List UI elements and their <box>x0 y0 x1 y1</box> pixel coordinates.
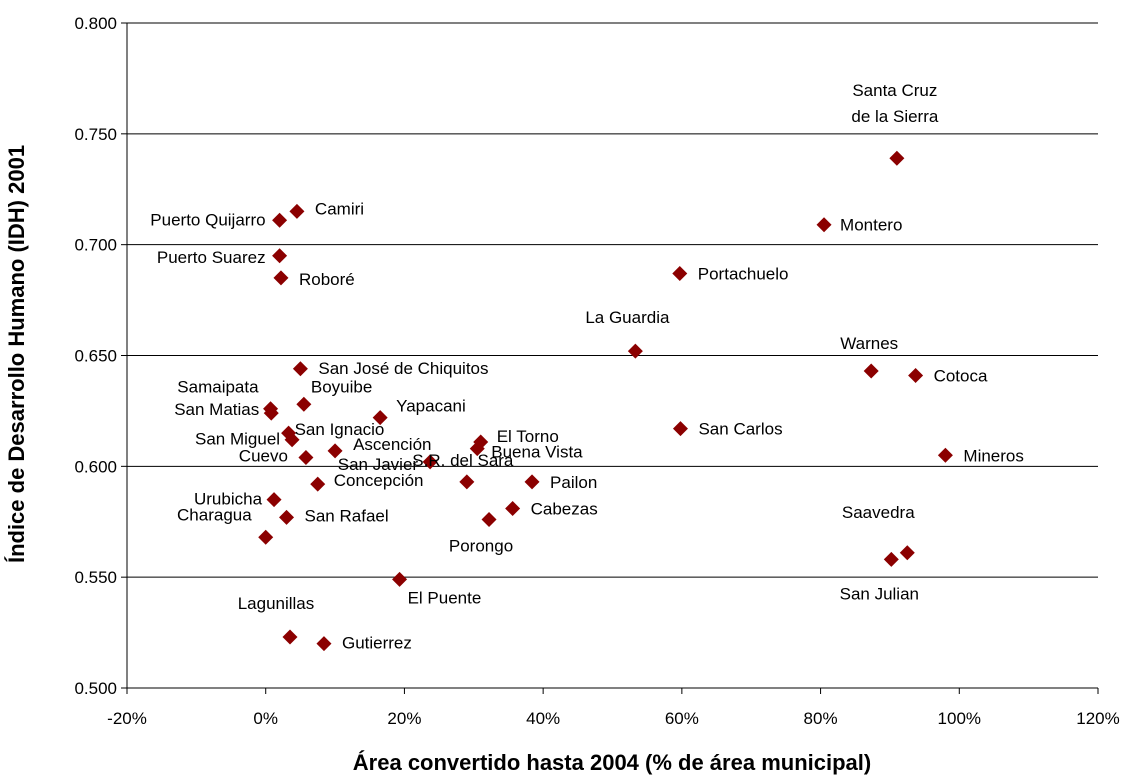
data-point <box>272 212 288 228</box>
x-tick-label: 80% <box>804 709 838 728</box>
data-point <box>258 529 274 545</box>
x-tick-label: 60% <box>665 709 699 728</box>
data-point <box>422 454 438 470</box>
point-label: Porongo <box>449 537 513 556</box>
point-label: Santa Cruz de la Sierra <box>851 81 938 126</box>
x-tick-label: 100% <box>938 709 981 728</box>
point-label: Gutierrez <box>342 634 412 653</box>
data-point <box>816 217 832 233</box>
point-label: Yapacani <box>396 397 466 416</box>
point-label: Cotoca <box>934 366 988 385</box>
x-tick-label: 40% <box>526 709 560 728</box>
data-point <box>481 512 497 528</box>
point-label: Portachuelo <box>698 264 789 283</box>
point-labels: Santa Cruz de la Sierra Montero Portachuelo… <box>150 81 1024 652</box>
y-tick-label: 0.750 <box>74 125 117 144</box>
y-axis-title: Índice de Desarrollo Humano (IDH) 2001 <box>4 145 29 563</box>
data-point <box>899 545 915 561</box>
data-point <box>284 432 300 448</box>
data-point <box>627 343 643 359</box>
point-label: El Puente <box>408 588 482 607</box>
data-point <box>266 492 282 508</box>
point-label: San José de Chiquitos <box>318 359 488 378</box>
data-point <box>296 396 312 412</box>
data-point <box>263 405 279 421</box>
point-label: San Javier <box>338 455 419 474</box>
y-tick-label: 0.700 <box>74 236 117 255</box>
point-label: Samaipata <box>177 378 259 397</box>
data-point <box>310 476 326 492</box>
y-tick-label: 0.550 <box>74 568 117 587</box>
data-point <box>273 270 289 286</box>
data-point <box>524 474 540 490</box>
point-label: San Matias <box>174 400 259 419</box>
data-point <box>282 629 298 645</box>
data-point <box>279 509 295 525</box>
y-tick-label: 0.600 <box>74 457 117 476</box>
point-label: San Ignacio <box>295 420 385 439</box>
point-label: El Torno <box>497 427 559 446</box>
point-label: Mineros <box>963 446 1023 465</box>
point-label: La Guardia <box>585 308 670 327</box>
point-label: Cabezas <box>531 499 598 518</box>
y-tick-label: 0.800 <box>74 14 117 33</box>
point-label: Puerto Suarez <box>157 248 266 267</box>
data-point <box>372 410 388 426</box>
y-tick-label: 0.500 <box>74 679 117 698</box>
data-point <box>327 443 343 459</box>
point-label: Puerto Quijarro <box>150 210 265 229</box>
point-label: Pailon <box>550 473 597 492</box>
data-point <box>292 361 308 377</box>
point-label: Montero <box>840 216 902 235</box>
point-label: Lagunillas <box>238 594 315 613</box>
data-point <box>889 150 905 166</box>
x-tick-label: 0% <box>253 709 278 728</box>
data-point <box>298 449 314 465</box>
point-label: San Rafael <box>305 506 389 525</box>
axes <box>121 22 1099 694</box>
x-tick-label: -20% <box>107 709 147 728</box>
data-point <box>392 571 408 587</box>
data-point <box>672 265 688 281</box>
point-label: Camiri <box>315 199 364 218</box>
y-tick-labels: 0.500 0.550 0.600 0.650 0.700 0.750 0.800 <box>74 14 117 698</box>
point-label: Buena Vista <box>491 443 583 462</box>
data-point <box>908 367 924 383</box>
data-point <box>937 447 953 463</box>
point-label: Charagua <box>177 505 252 524</box>
data-point <box>672 421 688 437</box>
point-label: Cuevo <box>239 446 288 465</box>
grid-lines <box>127 22 1098 578</box>
data-point <box>289 203 305 219</box>
point-label: Roboré <box>299 270 355 289</box>
data-point <box>883 551 899 567</box>
point-label: Concepción <box>334 471 424 490</box>
x-tick-label: 120% <box>1076 709 1119 728</box>
data-point <box>863 363 879 379</box>
data-point <box>469 441 485 457</box>
data-point <box>272 248 288 264</box>
data-points <box>258 150 953 652</box>
point-label: Warnes <box>840 334 898 353</box>
point-label: Saavedra <box>842 503 915 522</box>
point-label: Urubicha <box>194 490 263 509</box>
y-tick-label: 0.650 <box>74 347 117 366</box>
point-label: Boyuibe <box>311 377 372 396</box>
data-point <box>505 500 521 516</box>
data-point <box>459 474 475 490</box>
point-label: San Miguel <box>195 430 280 449</box>
x-axis-title: Área convertido hasta 2004 (% de área mu… <box>353 750 871 775</box>
point-label: San Julian <box>840 584 919 603</box>
point-label: Ascención <box>353 435 431 454</box>
x-tick-label: 20% <box>387 709 421 728</box>
point-label: S.R. del Sara <box>412 451 514 470</box>
data-point <box>316 636 332 652</box>
point-label: San Carlos <box>698 420 782 439</box>
x-tick-labels: -20% 0% 20% 40% 60% 80% 100% 120% <box>107 709 1120 728</box>
